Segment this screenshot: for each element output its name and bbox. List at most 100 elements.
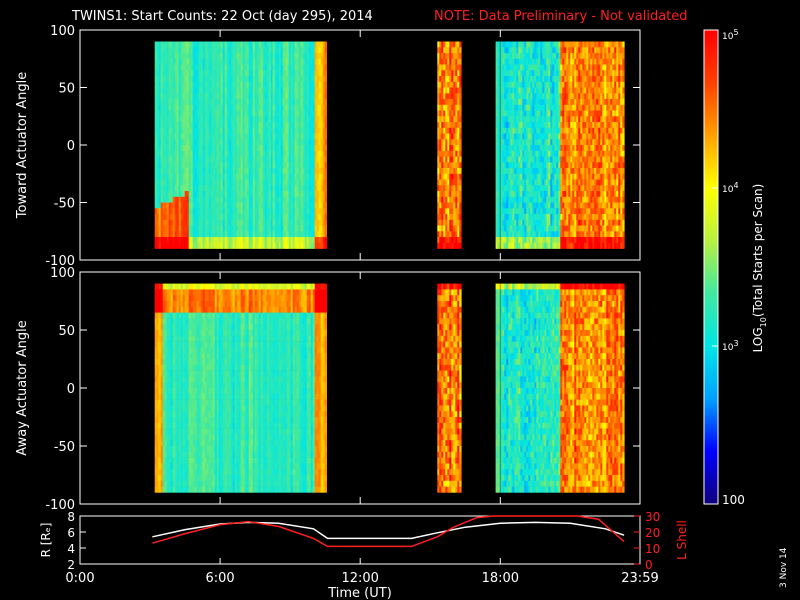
heatmap-cell <box>534 196 537 203</box>
heatmap-cell <box>164 81 167 88</box>
heatmap-cell <box>449 76 452 83</box>
heatmap-cell <box>497 70 500 77</box>
heatmap-cell <box>544 162 547 169</box>
heatmap-cell <box>455 122 458 129</box>
heatmap-cell <box>536 196 539 203</box>
heatmap-cell <box>312 219 315 226</box>
heatmap-cell <box>544 64 547 71</box>
heatmap-cell <box>538 162 541 169</box>
heatmap-cell <box>244 110 247 117</box>
heatmap-cell <box>514 219 517 226</box>
heatmap-cell <box>451 219 454 226</box>
heatmap-cell <box>184 122 187 129</box>
heatmap-cell <box>534 231 537 238</box>
heatmap-cell <box>562 168 565 175</box>
heatmap-cell <box>532 47 535 54</box>
heatmap-cell <box>554 41 557 48</box>
heatmap-cell <box>451 47 454 54</box>
heatmap-cell <box>522 225 525 232</box>
heatmap-cell <box>244 185 247 192</box>
heatmap-cell <box>550 122 553 129</box>
heatmap-cell <box>570 231 573 238</box>
heatmap-cell <box>264 127 267 134</box>
heatmap-cell <box>437 81 440 88</box>
heatmap-cell <box>318 225 321 232</box>
heatmap-cell <box>518 168 521 175</box>
heatmap-cell <box>204 104 207 111</box>
heatmap-cell <box>188 70 191 77</box>
heatmap-cell <box>198 168 201 175</box>
heatmap-cell <box>532 242 535 249</box>
heatmap-cell <box>495 196 498 203</box>
heatmap-cell <box>274 93 277 100</box>
heatmap-cell <box>514 47 517 54</box>
heatmap-cell <box>308 93 311 100</box>
heatmap-cell <box>562 225 565 232</box>
heatmap-cell <box>272 219 275 226</box>
heatmap-cell <box>204 76 207 83</box>
heatmap-cell <box>556 202 559 209</box>
heatmap-cell <box>290 127 293 134</box>
heatmap-cell <box>274 122 277 129</box>
heatmap-cell <box>451 53 454 60</box>
heatmap-cell <box>457 87 460 94</box>
heatmap-cell <box>310 196 313 203</box>
heatmap-cell <box>318 237 321 244</box>
heatmap-cell <box>208 179 211 186</box>
heatmap-cell <box>170 139 173 146</box>
heatmap-cell <box>164 53 167 60</box>
heatmap-cell <box>190 196 193 203</box>
heatmap-cell <box>558 58 561 65</box>
heatmap-cell <box>294 185 297 192</box>
heatmap-cell <box>459 70 462 77</box>
heatmap-cell <box>282 168 285 175</box>
heatmap-cell <box>550 70 553 77</box>
heatmap-cell <box>292 156 295 163</box>
heatmap-cell <box>457 47 460 54</box>
heatmap-cell <box>272 145 275 152</box>
heatmap-cell <box>570 116 573 123</box>
heatmap-cell <box>558 47 561 54</box>
heatmap-cell <box>459 145 462 152</box>
heatmap-cell <box>260 179 263 186</box>
heatmap-cell <box>548 237 551 244</box>
heatmap-cell <box>250 127 253 134</box>
heatmap-cell <box>188 219 191 226</box>
heatmap-cell <box>522 156 525 163</box>
heatmap-cell <box>550 208 553 215</box>
heatmap-cell <box>200 99 203 106</box>
heatmap-cell <box>302 99 305 106</box>
heatmap-cell <box>284 219 287 226</box>
heatmap-cell <box>528 168 531 175</box>
heatmap-cell <box>500 133 503 140</box>
heatmap-cell <box>226 150 229 157</box>
heatmap-cell <box>451 133 454 140</box>
heatmap-cell <box>320 231 323 238</box>
heatmap-cell <box>174 139 177 146</box>
heatmap-cell <box>236 127 239 134</box>
heatmap-cell <box>560 99 563 106</box>
heatmap-cell <box>236 58 239 65</box>
heatmap-cell <box>276 150 279 157</box>
heatmap-cell <box>455 41 458 48</box>
heatmap-cell <box>172 70 175 77</box>
heatmap-cell <box>192 122 195 129</box>
heatmap-cell <box>453 104 456 111</box>
heatmap-cell <box>212 116 215 123</box>
heatmap-cell <box>220 110 223 117</box>
heatmap-cell <box>196 81 199 88</box>
heatmap-cell <box>288 58 291 65</box>
heatmap-cell <box>570 76 573 83</box>
heatmap-cell <box>238 41 241 48</box>
heatmap-cell <box>455 93 458 100</box>
heatmap-cell <box>504 76 507 83</box>
heatmap-cell <box>439 191 442 198</box>
heatmap-cell <box>220 185 223 192</box>
heatmap-cell <box>560 173 563 180</box>
heatmap-cell <box>298 179 301 186</box>
heatmap-cell <box>512 237 515 244</box>
heatmap-cell <box>439 231 442 238</box>
heatmap-cell <box>258 202 261 209</box>
heatmap-cell <box>248 81 251 88</box>
heatmap-cell <box>451 150 454 157</box>
